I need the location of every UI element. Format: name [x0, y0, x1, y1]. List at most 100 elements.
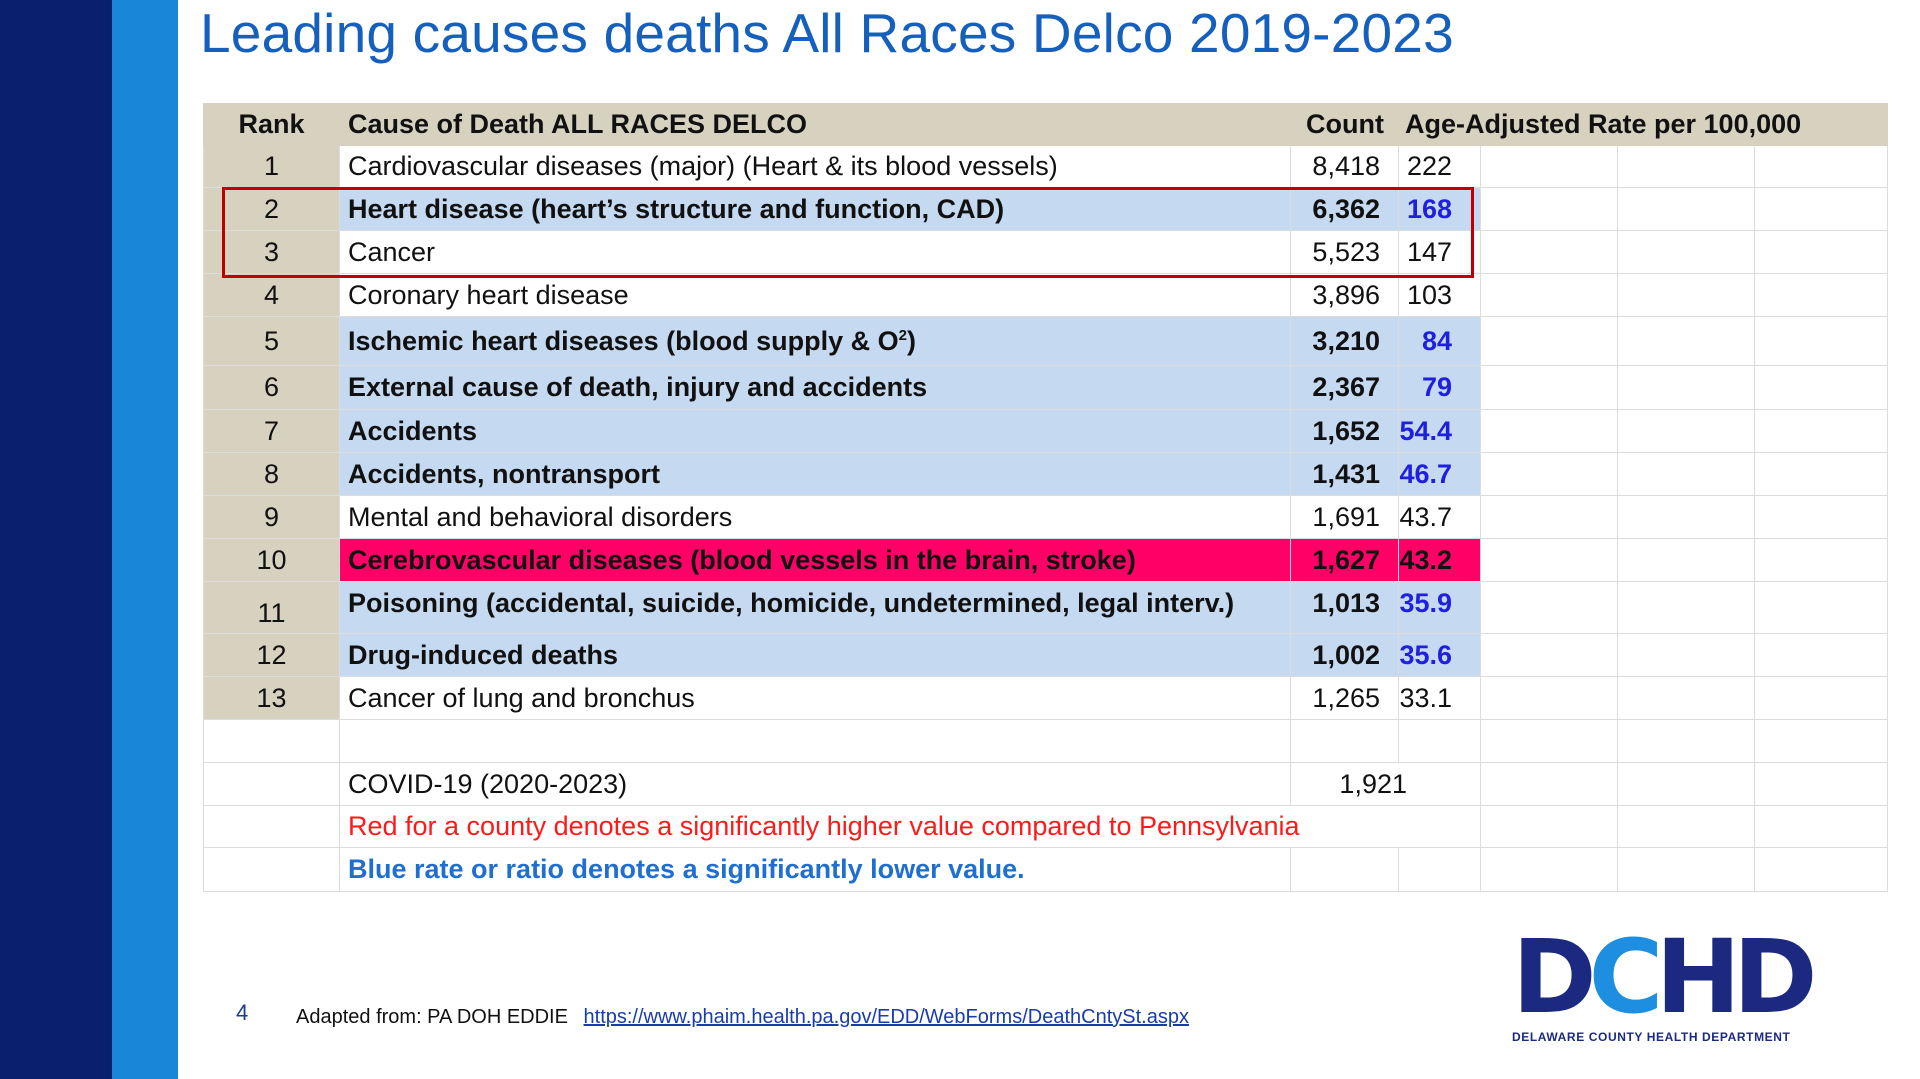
superscript: 2 — [898, 326, 908, 344]
empty-cell — [1480, 538, 1618, 582]
empty-cell — [1617, 145, 1755, 188]
table-row: 3 Cancer 5,523 147 — [203, 230, 1889, 274]
rank-cell: 8 — [203, 452, 340, 496]
header-rank: Rank — [203, 103, 340, 146]
empty-cell — [1480, 187, 1618, 231]
empty-cell — [1290, 847, 1399, 892]
empty-cell — [203, 847, 340, 892]
rate-cell: 222 — [1398, 145, 1481, 188]
empty-cell — [1753, 633, 1889, 677]
empty-cell — [1753, 409, 1889, 453]
empty-cell — [1753, 805, 1889, 848]
empty-cell — [1617, 633, 1755, 677]
empty-cell — [1617, 365, 1755, 410]
empty-cell — [1753, 719, 1889, 763]
source-citation: Adapted from: PA DOH EDDIE https://www.p… — [296, 1006, 1189, 1029]
rank-cell: 13 — [203, 676, 340, 720]
rate-cell: 84 — [1398, 316, 1481, 366]
empty-cell — [1753, 187, 1889, 231]
table-row: 11 Poisoning (accidental, suicide, homic… — [203, 581, 1889, 634]
empty-cell — [1753, 365, 1889, 410]
table-row-covid: COVID-19 (2020-2023) 1,921 — [203, 762, 1889, 806]
rank-cell: 2 — [203, 187, 340, 231]
empty-cell — [1480, 581, 1618, 634]
cause-cell: Accidents — [339, 409, 1291, 453]
rate-cell: 35.9 — [1398, 581, 1481, 634]
empty-cell — [1398, 847, 1481, 892]
cause-cell: Drug-induced deaths — [339, 633, 1291, 677]
empty-cell — [1753, 762, 1889, 806]
empty-cell — [1480, 676, 1618, 720]
empty-cell — [1480, 805, 1618, 848]
table-row: 10 Cerebrovascular diseases (blood vesse… — [203, 538, 1889, 582]
empty-cell — [1480, 495, 1618, 539]
logo-letters: DCHD — [1512, 927, 1818, 1029]
header-cause: Cause of Death ALL RACES DELCO — [339, 103, 1291, 146]
table-row: 5 Ischemic heart diseases (blood supply … — [203, 316, 1889, 366]
table-row-note-red: Red for a county denotes a significantly… — [203, 805, 1889, 848]
empty-cell — [1480, 409, 1618, 453]
table-row: 7 Accidents 1,652 54.4 — [203, 409, 1889, 453]
count-cell: 5,523 — [1290, 230, 1399, 274]
empty-cell — [1290, 719, 1399, 763]
rank-cell: 7 — [203, 409, 340, 453]
empty-cell — [1617, 676, 1755, 720]
empty-cell — [1617, 273, 1755, 317]
left-sidebar-light — [112, 0, 178, 1079]
empty-cell — [1617, 538, 1755, 582]
count-cell: 3,896 — [1290, 273, 1399, 317]
empty-cell — [1753, 273, 1889, 317]
count-cell: 1,652 — [1290, 409, 1399, 453]
count-cell: 1,013 — [1290, 581, 1399, 634]
count-cell: 1,691 — [1290, 495, 1399, 539]
empty-cell — [1617, 452, 1755, 496]
rate-cell: 35.6 — [1398, 633, 1481, 677]
empty-cell — [1480, 847, 1618, 892]
cause-cell: Cardiovascular diseases (major) (Heart &… — [339, 145, 1291, 188]
header-count: Count — [1290, 103, 1399, 146]
cause-cell: Heart disease (heart’s structure and fun… — [339, 187, 1291, 231]
cause-cell: Ischemic heart diseases (blood supply & … — [339, 316, 1291, 366]
left-sidebar-dark — [0, 0, 112, 1079]
count-cell: 1,265 — [1290, 676, 1399, 720]
rate-cell: 168 — [1398, 187, 1481, 231]
source-label: Adapted from: PA DOH EDDIE — [296, 1006, 568, 1028]
rank-cell: 4 — [203, 273, 340, 317]
page-title: Leading causes deaths All Races Delco 20… — [200, 2, 1454, 64]
empty-cell — [1480, 719, 1618, 763]
count-cell: 3,210 — [1290, 316, 1399, 366]
empty-cell — [1617, 316, 1755, 366]
logo-letter-c: C — [1588, 918, 1664, 1037]
count-cell: 8,418 — [1290, 145, 1399, 188]
rank-cell: 5 — [203, 316, 340, 366]
empty-cell — [1753, 145, 1889, 188]
table-row-note-blue: Blue rate or ratio denotes a significant… — [203, 847, 1889, 892]
source-link[interactable]: https://www.phaim.health.pa.gov/EDD/WebF… — [583, 1006, 1189, 1028]
covid-count: 1,921 — [1339, 768, 1407, 799]
empty-cell — [203, 719, 340, 763]
table-row: 12 Drug-induced deaths 1,002 35.6 — [203, 633, 1889, 677]
count-cell: 1,002 — [1290, 633, 1399, 677]
empty-cell — [1753, 230, 1889, 274]
empty-cell — [1753, 452, 1889, 496]
rate-cell: 33.1 — [1398, 676, 1481, 720]
empty-cell — [1617, 719, 1755, 763]
cause-cell: Cancer of lung and bronchus — [339, 676, 1291, 720]
covid-cause-cell: COVID-19 (2020-2023) — [339, 762, 1291, 806]
rank-cell: 12 — [203, 633, 340, 677]
empty-cell — [1753, 538, 1889, 582]
empty-cell — [1617, 187, 1755, 231]
rank-cell: 6 — [203, 365, 340, 410]
count-cell: 1,627 — [1290, 538, 1399, 582]
table-row: 6 External cause of death, injury and ac… — [203, 365, 1889, 410]
rank-cell: 9 — [203, 495, 340, 539]
rate-cell: 79 — [1398, 365, 1481, 410]
empty-cell — [1480, 230, 1618, 274]
header-rate: Age-Adjusted Rate per 100,000 — [1397, 103, 1889, 146]
rate-cell: 43.2 — [1398, 538, 1481, 582]
count-cell: 2,367 — [1290, 365, 1399, 410]
empty-cell — [1480, 452, 1618, 496]
slide-number: 4 — [236, 1000, 249, 1025]
table-header-row: Rank Cause of Death ALL RACES DELCO Coun… — [203, 103, 1889, 146]
empty-cell — [1398, 719, 1481, 763]
